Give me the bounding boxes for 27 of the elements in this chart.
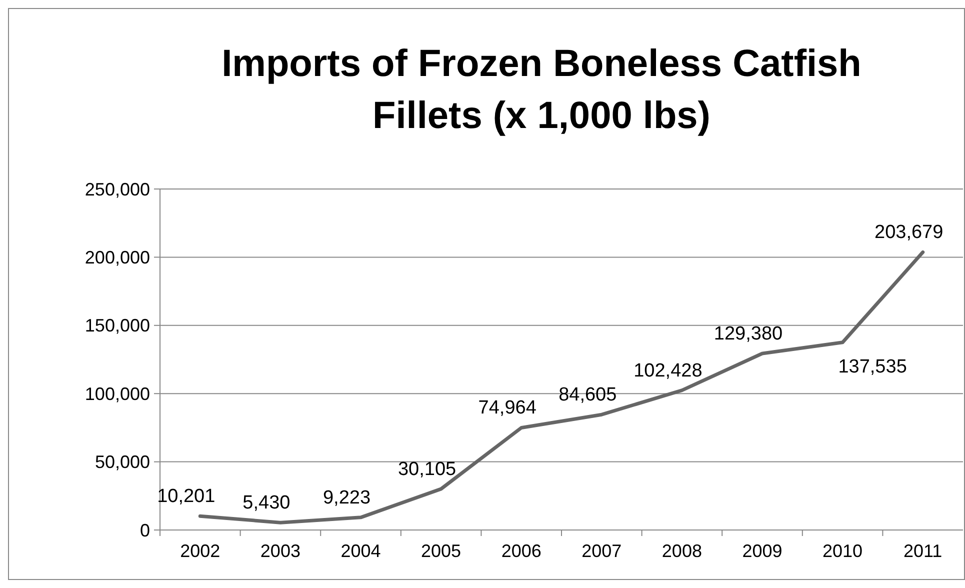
text: 129,380	[714, 324, 783, 345]
text: 9,223	[322, 487, 371, 508]
text: 10,201	[157, 486, 216, 508]
text: 5,430	[242, 492, 290, 514]
x-tick-label: 2006	[501, 541, 542, 561]
x-tick-label: 2008	[662, 541, 702, 561]
text: 137,535	[838, 356, 907, 378]
y-tick-label: 200,000	[84, 248, 150, 268]
y-tick-label: 50,000	[94, 452, 150, 472]
x-tick-label: 2005	[421, 541, 462, 561]
x-tick-label: 2007	[582, 541, 622, 561]
y-tick-label: 100,000	[84, 384, 150, 404]
x-tick-label: 2004	[340, 541, 381, 561]
text: 102,428	[634, 360, 702, 382]
x-tick-label: 2011	[903, 541, 942, 561]
x-tick-label: 2003	[260, 541, 300, 561]
y-tick-label: 0	[140, 520, 150, 540]
x-tick-label: 2010	[822, 541, 863, 561]
text: 203,679	[874, 222, 944, 244]
x-tick-label: 2002	[180, 541, 220, 561]
text: 84,605	[558, 384, 617, 406]
x-tick-label: 2009	[742, 541, 782, 561]
chart-title: Imports of Frozen Boneless Catfish Fillets (x 1,000 lbs)	[222, 43, 862, 137]
y-tick-label: 150,000	[84, 316, 150, 336]
text: 30,105	[398, 458, 456, 480]
y-tick-label: 250,000	[84, 179, 150, 200]
text: 74,964	[478, 398, 536, 419]
